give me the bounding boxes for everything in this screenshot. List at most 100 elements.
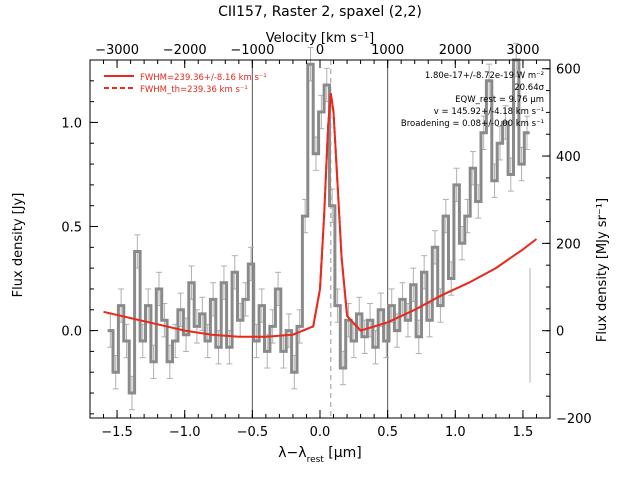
spectrum-point [239, 319, 241, 321]
spectrum-point [196, 325, 198, 328]
spectrum-point [428, 319, 431, 321]
spectrum-point [250, 263, 252, 265]
spectrum-point [309, 63, 312, 65]
spectrum-point [206, 340, 209, 342]
spectrum-point [390, 304, 393, 307]
top-tick-label: 2000 [439, 43, 472, 58]
spectrum-point [336, 304, 339, 307]
spectrum-point [488, 80, 490, 82]
spectrum-point [461, 242, 463, 244]
spectrum-point [282, 350, 285, 353]
spectrum-point [353, 340, 355, 342]
spectrum-point [190, 281, 193, 284]
spectrum-point [412, 283, 415, 286]
spectrum-point [520, 163, 523, 165]
spectrum-point [347, 319, 350, 321]
spectrum-point [315, 152, 317, 155]
x-tick-label: −1.5 [101, 425, 133, 440]
spectrum-point [152, 361, 155, 363]
x-axis-label: λ−λrest [μm] [278, 445, 362, 465]
spectrum-point [169, 361, 171, 363]
x-tick-label: −0.5 [237, 425, 269, 440]
spectrum-point [212, 298, 214, 301]
spectrum-point [288, 329, 290, 332]
spectrum-series [107, 58, 530, 395]
x-tick-label: 1.0 [445, 425, 466, 440]
spectrum-point [385, 340, 388, 342]
spectrum-point [331, 204, 333, 207]
x-axis-label-unit: [μm] [324, 445, 362, 461]
spectrum-point [472, 167, 474, 170]
spectrum-point [255, 340, 258, 342]
y-tick-label: 0.5 [61, 221, 82, 236]
spectrum-point [266, 350, 269, 353]
spectrum-point [147, 304, 149, 307]
spectrum-point [482, 132, 485, 134]
x-tick-label: 1.5 [513, 425, 534, 440]
spectrum-point [158, 288, 160, 290]
spectrum-point [293, 371, 296, 374]
fit-annotation: Broadening = 0.08+/-0.00 km s⁻¹ [401, 119, 544, 129]
spectrum-point [163, 319, 166, 321]
top-axis-label: Velocity [km s⁻¹] [266, 31, 374, 46]
spectrum-point [233, 271, 236, 274]
right-tick-label: 400 [556, 150, 581, 165]
x-axis-label-main: λ−λ [278, 445, 306, 461]
spectrum-point [320, 111, 323, 113]
spectrum-point [439, 304, 442, 307]
spectrum-point [504, 121, 507, 124]
spectrum-point [434, 246, 436, 249]
spectrum-point [179, 308, 182, 311]
spectrum-point [109, 329, 112, 332]
spectrum-point [201, 313, 204, 315]
spectrum-point [526, 132, 528, 134]
spectrum-point [304, 215, 306, 217]
spectrum-point [466, 215, 469, 217]
chart-title: CII157, Raster 2, spaxel (2,2) [218, 4, 422, 20]
spectrum-point [271, 325, 274, 328]
x-axis-label-sub: rest [307, 455, 325, 465]
spectrum-point [342, 367, 344, 369]
top-tick-label: −3000 [95, 43, 139, 58]
spectrum-point [174, 340, 177, 342]
y-axis-label-right: Flux density [MJy sr⁻¹] [595, 198, 610, 342]
right-tick-label: 200 [556, 237, 581, 252]
x-tick-label: 0.0 [310, 425, 331, 440]
spectrum-point [369, 319, 371, 321]
spectrum-point [228, 346, 231, 349]
spectrum-point [223, 281, 225, 284]
spectrum-point [325, 84, 328, 86]
spectrum-point [499, 142, 501, 145]
spectrum-point [396, 329, 398, 332]
top-tick-label: 3000 [506, 43, 539, 58]
fit-annotation: 1.80e-17+/-8.72e-19 W m⁻² [425, 71, 544, 81]
spectrum-point [401, 298, 404, 301]
spectrum-point [125, 340, 128, 342]
top-tick-label: −1000 [230, 43, 274, 58]
x-tick-label: 0.5 [377, 425, 398, 440]
spectrum-point [277, 288, 279, 290]
fit-annotation: 20.64σ [514, 83, 544, 93]
spectrum-point [417, 336, 420, 338]
fit-dashed-line [292, 93, 362, 336]
spectrum-point [450, 277, 453, 280]
fit-annotation: EQW_rest = 9.76 μm [455, 95, 544, 105]
right-tick-label: 0 [556, 325, 564, 340]
spectrum-point [298, 325, 301, 328]
spectrum-point [120, 304, 122, 307]
legend-entry: FWHM_th=239.36 km s⁻¹ [140, 85, 248, 95]
x-tick-label: −1.0 [169, 425, 201, 440]
y-tick-label: 1.0 [61, 116, 82, 131]
top-tick-label: 0 [316, 43, 324, 58]
right-tick-label: 600 [556, 63, 581, 78]
spectrum-point [358, 313, 361, 315]
y-axis-label-left: Flux density [Jy] [11, 193, 26, 298]
spectrum-point [363, 336, 366, 338]
spectrum-point [407, 319, 409, 321]
spectrum-point [423, 271, 425, 274]
right-tick-label: −200 [556, 412, 592, 427]
plot-area: −1.5 −1.0 −0.5 0.0 0.5 1.0 1.5 −3000 −200 0 −1000 0… [61, 42, 592, 440]
spectrum-point [445, 215, 447, 217]
